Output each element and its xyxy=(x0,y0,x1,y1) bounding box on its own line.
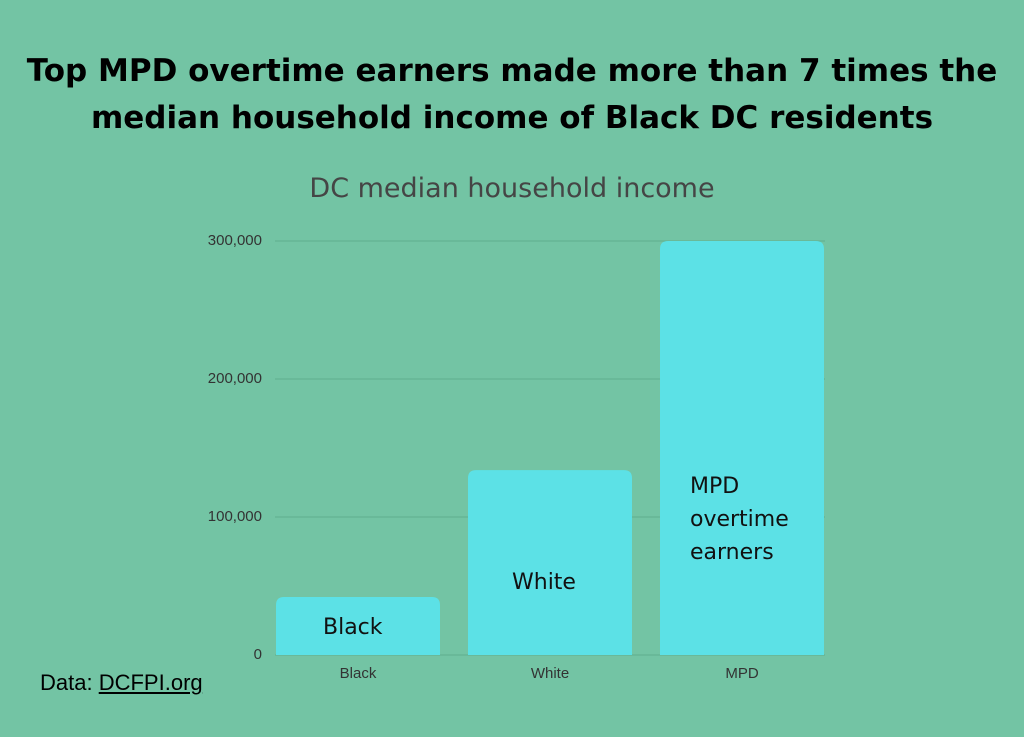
bar xyxy=(660,241,824,655)
y-tick-label: 0 xyxy=(254,646,262,663)
y-tick-label: 300,000 xyxy=(208,232,262,249)
bar-label: White xyxy=(512,570,576,596)
source-link[interactable]: DCFPI.org xyxy=(98,670,203,695)
bar xyxy=(276,597,440,655)
bar-label: Black xyxy=(323,615,383,641)
bar xyxy=(468,470,632,655)
y-tick-label: 200,000 xyxy=(208,370,262,387)
chart-title: Top MPD overtime earners made more than … xyxy=(26,53,998,136)
x-tick-label: Black xyxy=(340,665,377,682)
x-tick-label: White xyxy=(531,665,569,682)
source: Data: DCFPI.org xyxy=(40,670,203,696)
bar-label: MPD overtime earners xyxy=(690,474,789,565)
chart-subtitle: DC median household income xyxy=(309,173,715,204)
source-prefix: Data: xyxy=(40,670,93,695)
y-tick-label: 100,000 xyxy=(208,508,262,525)
x-tick-label: MPD xyxy=(725,665,759,682)
